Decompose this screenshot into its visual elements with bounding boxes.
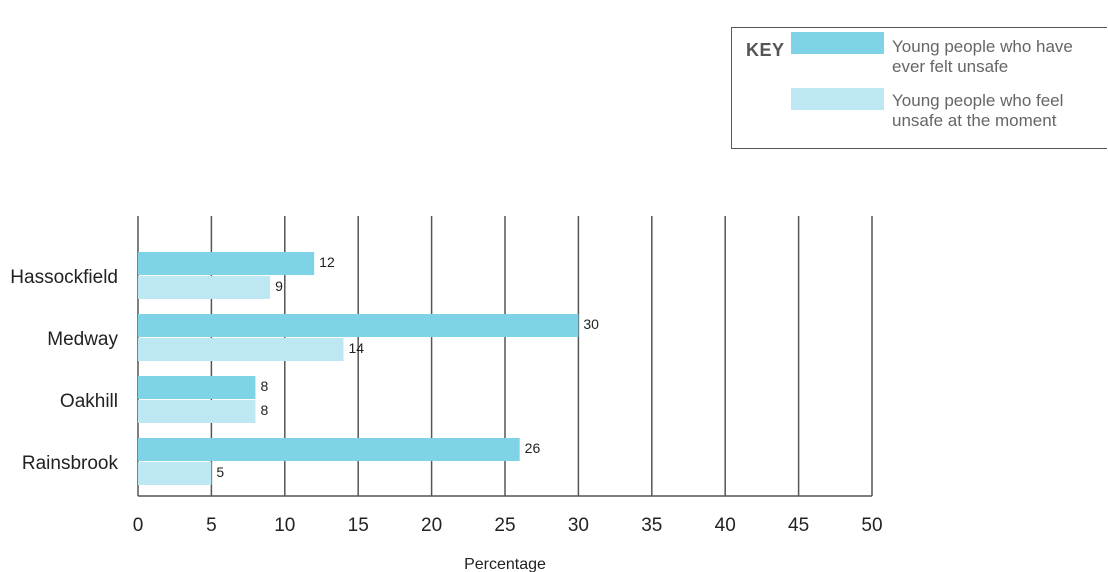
legend-label-ever-felt-unsafe: Young people who have ever felt unsafe — [892, 37, 1073, 76]
category-label: Rainsbrook — [22, 453, 119, 474]
data-label: 5 — [216, 464, 224, 480]
data-label: 8 — [260, 378, 268, 394]
x-axis-title: Percentage — [464, 556, 546, 572]
bar — [138, 400, 256, 423]
legend: KEY Young people who have ever felt unsa… — [731, 27, 1107, 149]
data-label: 12 — [319, 254, 335, 270]
category-label: Medway — [47, 329, 118, 350]
x-tick-label: 25 — [494, 515, 515, 536]
bar — [138, 276, 271, 299]
data-label: 8 — [260, 402, 268, 418]
x-tick-label: 5 — [206, 515, 217, 536]
data-label: 26 — [525, 440, 541, 456]
x-tick-label: 35 — [641, 515, 662, 536]
x-tick-label: 10 — [274, 515, 295, 536]
bar — [138, 438, 520, 461]
bar — [138, 376, 256, 399]
legend-title: KEY — [746, 40, 785, 60]
data-label: 9 — [275, 278, 283, 294]
x-tick-label: 45 — [788, 515, 809, 536]
data-label: 30 — [583, 316, 599, 332]
bar — [138, 252, 315, 275]
category-label: Oakhill — [60, 391, 118, 412]
bar — [138, 462, 212, 485]
x-tick-label: 0 — [133, 515, 144, 536]
x-tick-label: 20 — [421, 515, 442, 536]
x-tick-label: 40 — [715, 515, 736, 536]
data-label: 14 — [349, 340, 365, 356]
bar — [138, 314, 579, 337]
bar — [138, 338, 344, 361]
legend-label-unsafe-at-moment: Young people who feel unsafe at the mome… — [892, 91, 1064, 130]
x-tick-label: 15 — [348, 515, 369, 536]
legend-swatch-ever-felt-unsafe — [791, 32, 884, 54]
category-label: Hassockfield — [10, 267, 118, 288]
x-tick-label: 30 — [568, 515, 589, 536]
legend-swatch-unsafe-at-moment — [791, 88, 884, 110]
x-tick-label: 50 — [861, 515, 882, 536]
